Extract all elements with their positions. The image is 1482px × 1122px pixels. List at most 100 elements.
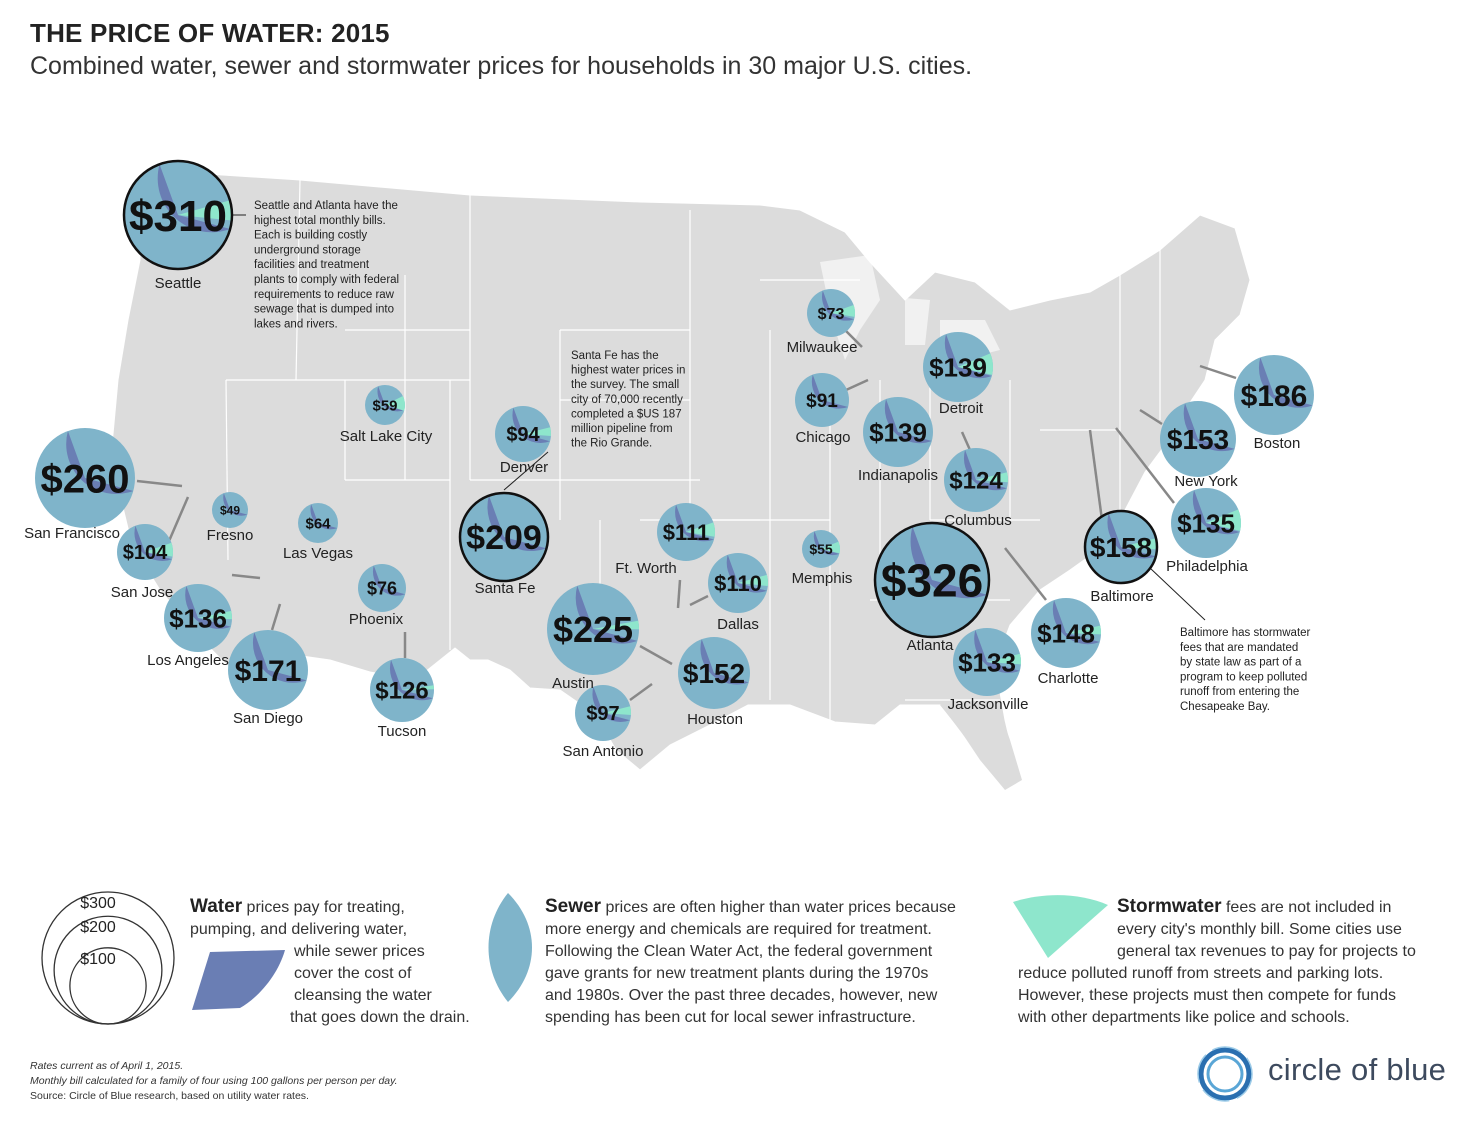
city-bubble: $124	[944, 448, 1008, 512]
bubble-outline	[458, 491, 550, 583]
city-name: Houston	[687, 711, 743, 728]
city-bubble: $133	[953, 628, 1021, 696]
water-portion	[185, 586, 231, 629]
water-portion	[134, 525, 173, 561]
water-legend-line: that goes down the drain.	[290, 1009, 470, 1026]
water-portion	[157, 164, 231, 233]
leader-line	[270, 603, 282, 631]
sewer-legend-swatch	[488, 893, 532, 1002]
water-portion	[884, 399, 932, 444]
city-bubble: $64	[298, 503, 338, 543]
water-portion	[66, 431, 134, 494]
leader-line	[1088, 429, 1104, 521]
city-name: Columbus	[944, 512, 1012, 529]
city-price: $110	[714, 571, 762, 596]
city-name: Atlanta	[907, 637, 954, 654]
city-name: Dallas	[717, 616, 759, 633]
size-legend: $300 $200 $100	[41, 891, 175, 1025]
city-price: $64	[305, 515, 331, 532]
city-bubbles: $310 $260 $104 $49 $136 $171 $64 $59 $76 $126 $94 $…	[35, 159, 1314, 741]
annotation-line: highest total monthly bills.	[254, 215, 386, 227]
leader-lines	[136, 329, 1237, 702]
city-price: $124	[949, 468, 1003, 495]
water-legend-swatch	[192, 950, 285, 1010]
annotation-line: Chesapeake Bay.	[1180, 701, 1270, 713]
city-bubble: $186	[1234, 355, 1314, 435]
water-legend-line: while sewer prices	[294, 943, 425, 960]
stormwater-legend-swatch	[1013, 895, 1108, 958]
bubble-outline	[122, 159, 234, 271]
sewer-legend-line: and 1980s. Over the past three decades, …	[545, 987, 938, 1004]
water-portion	[487, 495, 547, 552]
page-subtitle: Combined water, sewer and stormwater pri…	[30, 52, 973, 80]
leader-line	[629, 682, 653, 702]
city-price: $136	[169, 603, 227, 633]
water-legend-line: prices pay for treating,	[246, 899, 405, 916]
leader-line	[960, 431, 972, 451]
annotation-line: fees that are mandated	[1180, 642, 1298, 654]
annotation-line: program to keep polluted	[1180, 671, 1307, 683]
sewer-legend-line: prices are often higher than water price…	[605, 899, 956, 916]
water-portion	[1052, 600, 1100, 645]
stormwater-portion	[976, 472, 1008, 483]
city-price: $73	[818, 306, 845, 323]
water-portion	[700, 639, 749, 685]
water-portion	[963, 449, 1007, 491]
city-price: $148	[1037, 618, 1095, 648]
stormwater-portion	[1206, 509, 1241, 531]
stormwater-portion	[603, 706, 632, 715]
city-price: $153	[1167, 424, 1229, 455]
city-price: $209	[466, 519, 542, 557]
annotation-line: Santa Fe has the	[571, 350, 659, 362]
city-price: $97	[586, 703, 619, 725]
leader-line	[676, 579, 682, 609]
city-bubble: $136	[164, 584, 232, 652]
city-name: Los Angeles	[147, 652, 229, 669]
city-price: $94	[506, 424, 540, 446]
city-price: $55	[809, 541, 833, 557]
sewer-legend-line: gave grants for new treatment plants dur…	[545, 965, 929, 982]
city-name: Boston	[1254, 435, 1301, 452]
stormwater-portion	[831, 305, 855, 317]
city-price: $186	[1241, 380, 1308, 413]
water-portion	[813, 531, 840, 556]
annotation-line: sewage that is dumped into	[254, 304, 394, 316]
stormwater-portion	[385, 396, 405, 411]
city-bubble: $326	[873, 521, 991, 639]
city-name: Seattle	[155, 275, 202, 292]
stormwater-legend-line: However, these projects must then compet…	[1018, 987, 1396, 1004]
leader-line	[231, 573, 261, 580]
water-portion	[377, 386, 405, 412]
city-name: Philadelphia	[1166, 558, 1248, 575]
stormwater-legend-line: general tax revenues to pay for projects…	[1117, 943, 1416, 960]
city-price: $171	[235, 655, 302, 688]
stormwater-portion	[402, 685, 434, 690]
annotation-line: completed a $US 187	[571, 408, 682, 420]
city-name: San Antonio	[563, 743, 644, 760]
city-bubble: $73	[807, 289, 855, 337]
stormwater-legend: Stormwater fees are not included in ever…	[1018, 896, 1448, 1029]
sewer-legend: Sewer prices are often higher than water…	[545, 896, 985, 1029]
city-bubble: $152	[678, 637, 750, 709]
city-price: $310	[129, 192, 227, 241]
footnote-source: Source: Circle of Blue research, based o…	[30, 1090, 309, 1102]
water-portion	[372, 565, 406, 596]
city-name: Chicago	[795, 429, 850, 446]
city-name: San Jose	[111, 584, 174, 601]
leader-line	[845, 378, 869, 392]
city-bubble: $49	[212, 492, 248, 528]
size-legend-circle	[69, 947, 147, 1025]
water-portion	[223, 493, 248, 516]
city-bubble: $110	[708, 553, 768, 613]
city-name: San Francisco	[24, 525, 120, 542]
city-bubble: $209	[458, 491, 550, 583]
water-portion	[575, 585, 638, 644]
city-price: $76	[367, 578, 397, 598]
city-price: $133	[958, 647, 1016, 677]
water-portion	[974, 630, 1020, 673]
state-border	[295, 179, 301, 381]
city-price: $139	[929, 352, 987, 382]
city-bubble: $148	[1031, 598, 1102, 668]
city-price: $49	[220, 503, 240, 517]
city-bubble: $76	[358, 564, 406, 612]
